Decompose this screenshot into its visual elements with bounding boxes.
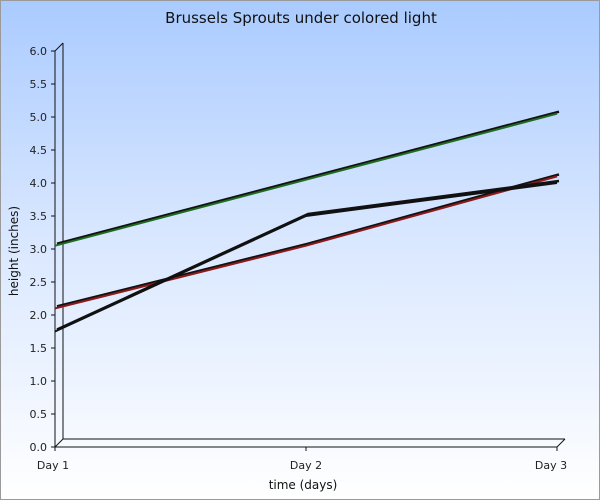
y-tick-label: 5.0 — [30, 111, 48, 124]
series-1 — [55, 112, 559, 246]
x-axis-title: time (days) — [269, 478, 338, 492]
y-tick-label: 6.0 — [30, 45, 48, 58]
series-lines — [55, 112, 559, 332]
y-ticks: 0.0 0.5 1.0 1.5 2.0 2.5 3.0 3.5 4.0 4.5 5.0 5.5 6.0 — [30, 45, 56, 454]
y-tick-label: 1.5 — [30, 342, 48, 355]
x-tick-label: Day 2 — [290, 459, 322, 472]
series-line-shadow — [57, 112, 559, 244]
y-tick-label: 4.5 — [30, 144, 48, 157]
x-tick-label: Day 3 — [535, 459, 567, 472]
floor-right-edge — [557, 439, 565, 447]
y-tick-label: 1.0 — [30, 375, 48, 388]
y-tick-label: 0.0 — [30, 441, 48, 454]
y-tick-label: 2.0 — [30, 309, 48, 322]
series-line — [55, 176, 557, 308]
y-axis-title: height (inches) — [7, 206, 21, 296]
floor-left-edge — [55, 439, 63, 447]
y-tick-label: 2.5 — [30, 276, 48, 289]
y-tick-label: 5.5 — [30, 78, 48, 91]
series-line-shadow — [57, 181, 559, 330]
y-tick-label: 4.0 — [30, 177, 48, 190]
series-line-shadow — [57, 174, 559, 306]
series-line — [55, 183, 557, 332]
y-tick-label: 3.5 — [30, 210, 48, 223]
y-axis-top-edge — [55, 43, 63, 51]
series-2 — [55, 174, 559, 308]
y-tick-label: 0.5 — [30, 408, 48, 421]
y-tick-label: 3.0 — [30, 243, 48, 256]
series-3 — [55, 181, 559, 332]
x-ticks: Day 1 Day 2 Day 3 — [37, 447, 567, 472]
x-tick-label: Day 1 — [37, 459, 69, 472]
